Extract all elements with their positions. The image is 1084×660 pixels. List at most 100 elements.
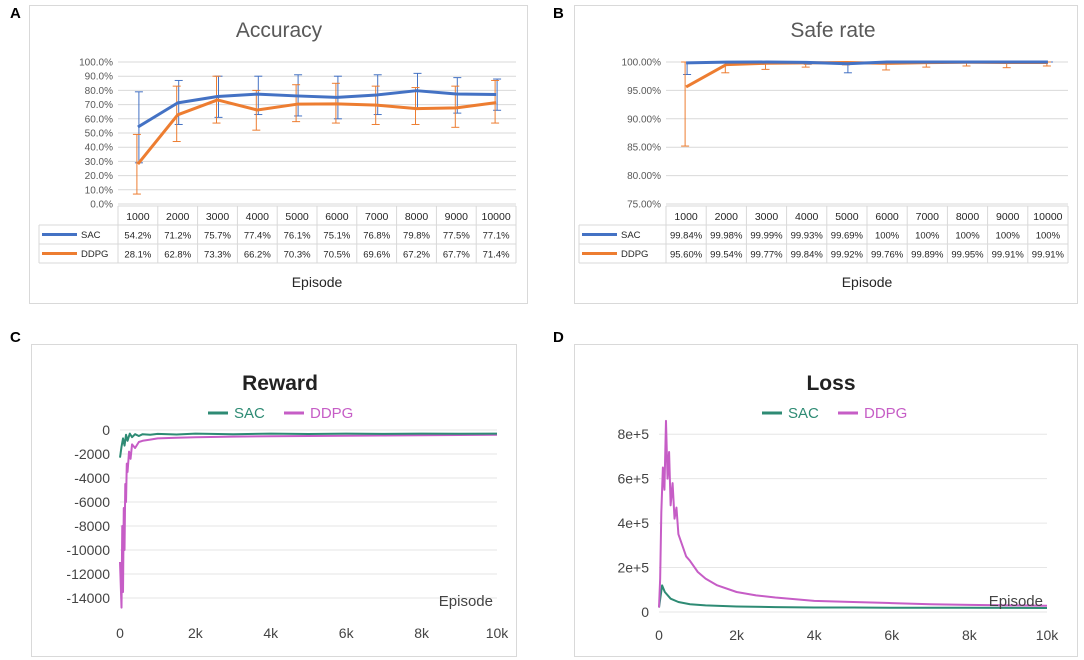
safe-rate-category-label: 6000 [875, 211, 899, 223]
safe-rate-category-label: 2000 [715, 211, 739, 223]
safe-rate-table-value: 99.89% [911, 250, 944, 261]
safe-rate-y-tick-label: 75.00% [627, 200, 661, 211]
panel-accuracy [29, 5, 528, 304]
reward-legend-label-ddpg: DDPG [310, 405, 353, 422]
reward-legend-label-sac: SAC [234, 405, 265, 422]
accuracy-y-tick-label: 10.0% [85, 185, 113, 196]
loss-title: Loss [806, 372, 855, 395]
accuracy-category-label: 2000 [166, 211, 190, 223]
reward-y-tick-label: -4000 [74, 470, 110, 486]
panel-letter-d: D [553, 329, 564, 346]
accuracy-category-label: 3000 [206, 211, 230, 223]
safe-rate-table-value: 99.91% [1032, 250, 1065, 261]
safe-rate-legend-label-ddpg: DDPG [621, 249, 648, 260]
panel-loss [574, 344, 1078, 657]
loss-x-tick-label: 6k [884, 627, 900, 643]
safe-rate-y-tick-label: 85.00% [627, 143, 661, 154]
panel-letter-b: B [553, 5, 564, 22]
accuracy-y-tick-label: 80.0% [85, 86, 113, 97]
accuracy-table-value: 77.4% [244, 231, 271, 242]
safe-rate-title: Safe rate [790, 19, 875, 42]
accuracy-table-value: 66.2% [244, 250, 271, 261]
accuracy-y-tick-label: 20.0% [85, 171, 113, 182]
safe-rate-table-value: 99.77% [750, 250, 783, 261]
accuracy-y-tick-label: 70.0% [85, 100, 113, 111]
accuracy-table-value: 79.8% [403, 231, 430, 242]
accuracy-table-value: 77.5% [443, 231, 470, 242]
reward-x-tick-label: 6k [339, 625, 355, 641]
loss-series-sac [658, 584, 1048, 609]
safe-rate-series-sac [686, 60, 1048, 66]
accuracy-table-value: 76.8% [363, 231, 390, 242]
accuracy-series-sac [137, 89, 497, 129]
accuracy-category-label: 8000 [405, 211, 429, 223]
accuracy-table-value: 54.2% [124, 231, 151, 242]
accuracy-category-label: 1000 [126, 211, 150, 223]
accuracy-x-axis-title: Episode [292, 274, 343, 290]
loss-x-tick-label: 4k [807, 627, 823, 643]
reward-x-tick-label: 4k [263, 625, 279, 641]
safe-rate-table-value: 99.84% [791, 250, 824, 261]
accuracy-table-value: 67.2% [403, 250, 430, 261]
reward-x-tick-label: 0 [116, 625, 124, 641]
accuracy-table-value: 28.1% [124, 250, 151, 261]
safe-rate-legend-label-sac: SAC [621, 230, 641, 241]
safe-rate-table-value: 100% [1036, 231, 1061, 242]
accuracy-y-tick-label: 30.0% [85, 157, 113, 168]
panel-reward [31, 344, 517, 657]
accuracy-y-tick-label: 100.0% [79, 58, 113, 69]
safe-rate-table-value: 100% [996, 231, 1021, 242]
safe-rate-table-value: 99.76% [871, 250, 904, 261]
accuracy-table-value: 67.7% [443, 250, 470, 261]
accuracy-category-label: 4000 [246, 211, 270, 223]
accuracy-title: Accuracy [236, 19, 323, 42]
safe-rate-category-label: 10000 [1033, 211, 1062, 223]
accuracy-y-tick-label: 50.0% [85, 129, 113, 140]
safe-rate-category-label: 3000 [755, 211, 779, 223]
accuracy-category-label: 9000 [445, 211, 469, 223]
safe-rate-y-tick-label: 95.00% [627, 86, 661, 97]
accuracy-table-value: 75.1% [323, 231, 350, 242]
reward-y-tick-label: -12000 [66, 566, 110, 582]
loss-x-tick-label: 0 [655, 627, 663, 643]
reward-y-tick-label: 0 [102, 422, 110, 438]
safe-rate-table-value: 99.99% [750, 231, 783, 242]
accuracy-table-value: 70.5% [323, 250, 350, 261]
accuracy-category-label: 5000 [285, 211, 309, 223]
safe-rate-category-label: 4000 [795, 211, 819, 223]
panel-safe-rate [574, 5, 1078, 304]
accuracy-table-value: 62.8% [164, 250, 191, 261]
safe-rate-table-value: 99.95% [951, 250, 984, 261]
reward-y-tick-label: -14000 [66, 590, 110, 606]
safe-rate-y-tick-label: 90.00% [627, 114, 661, 125]
loss-y-tick-label: 0 [641, 604, 649, 620]
safe-rate-table-value: 99.93% [791, 231, 824, 242]
accuracy-category-label: 10000 [481, 211, 510, 223]
accuracy-y-tick-label: 0.0% [90, 200, 113, 211]
reward-series-sac [119, 432, 498, 458]
accuracy-table-value: 76.1% [284, 231, 311, 242]
accuracy-legend-label-sac: SAC [81, 230, 101, 241]
accuracy-legend-label-ddpg: DDPG [81, 249, 108, 260]
loss-y-tick-label: 8e+5 [617, 426, 649, 442]
loss-x-tick-label: 2k [729, 627, 745, 643]
reward-x-tick-label: 10k [486, 625, 510, 641]
safe-rate-table-value: 100% [915, 231, 940, 242]
reward-y-tick-label: -10000 [66, 542, 110, 558]
loss-series-ddpg [658, 419, 1048, 608]
safe-rate-x-axis-title: Episode [842, 274, 893, 290]
accuracy-table-value: 77.1% [483, 231, 510, 242]
accuracy-table-value: 73.3% [204, 250, 231, 261]
accuracy-table-value: 70.3% [284, 250, 311, 261]
reward-x-tick-label: 2k [188, 625, 204, 641]
safe-rate-y-tick-label: 80.00% [627, 171, 661, 182]
safe-rate-table-value: 99.84% [670, 231, 703, 242]
loss-y-tick-label: 2e+5 [617, 560, 649, 576]
accuracy-category-label: 6000 [325, 211, 349, 223]
accuracy-y-tick-label: 90.0% [85, 72, 113, 83]
loss-x-axis-title: Episode [989, 593, 1043, 610]
reward-series-ddpg [119, 433, 498, 609]
reward-x-tick-label: 8k [414, 625, 430, 641]
safe-rate-category-label: 1000 [674, 211, 698, 223]
